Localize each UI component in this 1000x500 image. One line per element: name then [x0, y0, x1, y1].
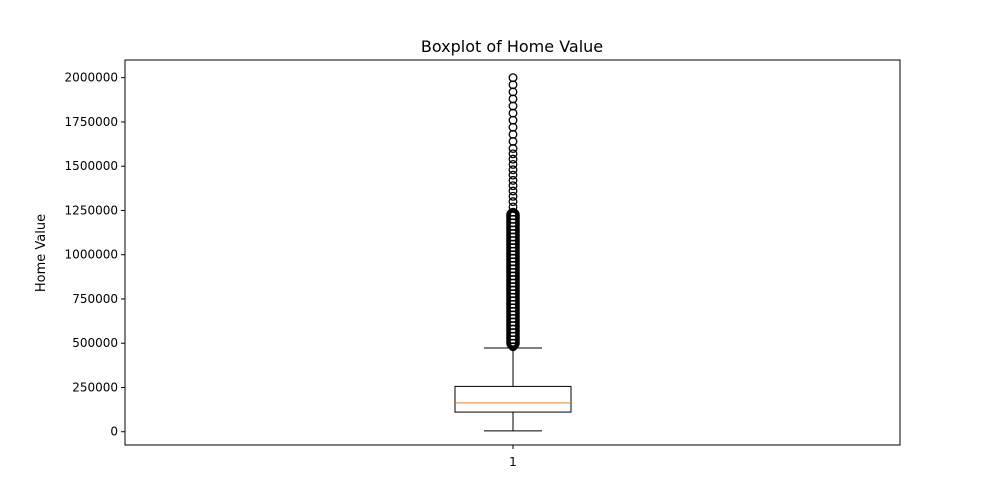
chart-title: Boxplot of Home Value: [421, 37, 603, 56]
plot-frame: [124, 59, 901, 446]
y-tick-label: 2000000: [65, 71, 118, 85]
outlier-point: [508, 211, 518, 221]
outlier-point: [508, 186, 518, 196]
y-tick-label: 1250000: [65, 203, 118, 217]
iqr-box: [454, 385, 572, 413]
outlier-point: [508, 165, 518, 175]
y-tick-label: 1750000: [65, 115, 118, 129]
y-tick-label: 750000: [72, 292, 118, 306]
y-tick-label: 500000: [72, 336, 118, 350]
y-axis-label: Home Value: [34, 214, 49, 292]
outlier-point: [508, 202, 518, 212]
outlier-point: [508, 191, 518, 201]
x-tick-label: 1: [509, 455, 517, 469]
y-tick-label: 1500000: [65, 159, 118, 173]
outlier-point: [508, 170, 518, 180]
outlier-point: [508, 181, 518, 191]
outlier-point: [508, 175, 518, 185]
y-tick-label: 250000: [72, 380, 118, 394]
y-tick-label: 0: [110, 425, 118, 439]
outlier-point: [508, 149, 518, 159]
outlier-point: [508, 159, 518, 169]
outlier-point: [508, 197, 518, 207]
outlier-point: [508, 73, 518, 83]
y-tick-label: 1000000: [65, 248, 118, 262]
outlier-point: [508, 207, 518, 217]
plot-area: 0 250000 500000 750000 1000000 1250000 1500000…: [65, 59, 901, 469]
outlier-point: [508, 154, 518, 164]
